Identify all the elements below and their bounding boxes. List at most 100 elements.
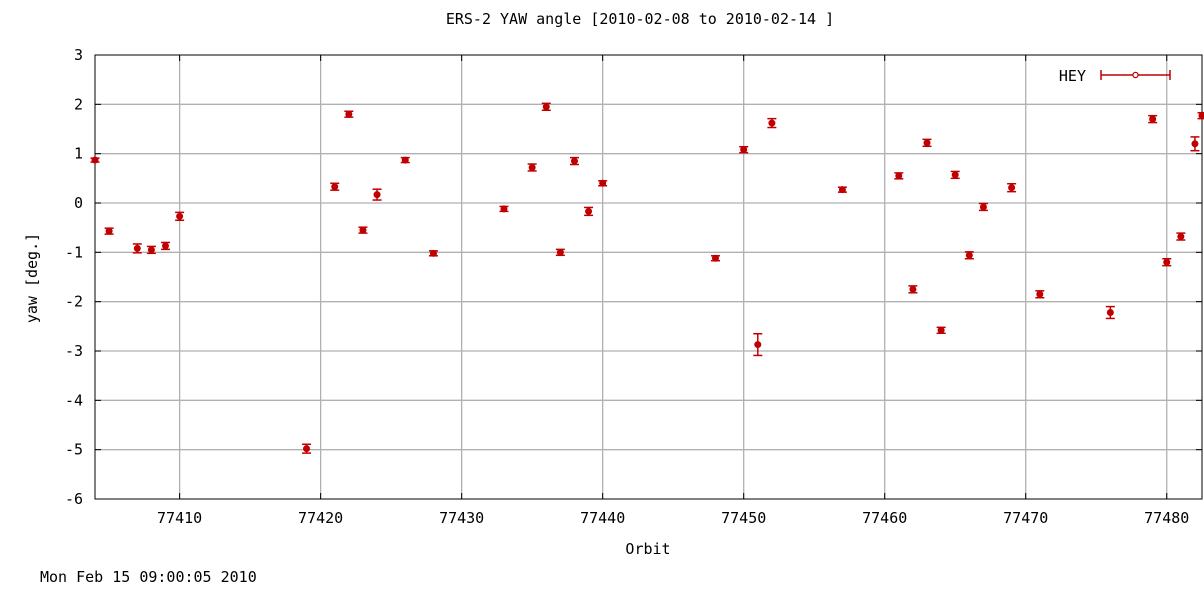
- plot-frame: [94, 54, 1203, 500]
- y-tick-label: -2: [65, 293, 83, 311]
- data-point: [161, 241, 171, 251]
- y-tick-label: -6: [65, 490, 83, 508]
- point-marker: [1198, 112, 1204, 120]
- point-marker: [176, 212, 184, 220]
- data-point: [569, 156, 579, 166]
- x-tick-label: 77410: [157, 509, 202, 527]
- x-tick-label: 77420: [298, 509, 343, 527]
- point-marker: [429, 249, 437, 257]
- point-marker: [133, 244, 141, 252]
- point-marker: [923, 139, 931, 147]
- data-point: [104, 227, 114, 235]
- point-marker: [599, 179, 607, 187]
- point-marker: [1008, 184, 1016, 192]
- point-marker: [162, 242, 170, 250]
- data-point: [978, 202, 988, 212]
- point-marker: [331, 183, 339, 191]
- chart-title: ERS-2 YAW angle [2010-02-08 to 2010-02-1…: [446, 10, 834, 28]
- data-point: [1197, 111, 1204, 120]
- y-tick-label: 0: [74, 194, 83, 212]
- point-marker: [711, 254, 719, 262]
- data-point: [894, 172, 904, 180]
- data-points: [90, 102, 1204, 454]
- y-tick-labels: -6 -5 -4 -3 -2 -1 0 1 2 3: [65, 46, 83, 508]
- data-point: [1190, 136, 1200, 152]
- point-marker: [585, 207, 593, 215]
- point-marker: [937, 326, 945, 334]
- data-point: [950, 170, 960, 180]
- point-marker: [105, 227, 113, 235]
- point-marker: [838, 186, 846, 194]
- data-point: [753, 332, 763, 357]
- x-axis-label: Orbit: [625, 540, 670, 558]
- point-marker: [895, 172, 903, 180]
- point-marker: [570, 157, 578, 165]
- y-axis-label: yaw [deg.]: [23, 233, 41, 323]
- point-marker: [147, 246, 155, 254]
- point-marker: [359, 226, 367, 234]
- axis-ticks: [95, 54, 1202, 500]
- data-point: [372, 188, 382, 201]
- point-marker: [1177, 233, 1185, 241]
- data-point: [936, 326, 946, 334]
- point-marker: [979, 203, 987, 211]
- x-tick-label: 77470: [1003, 509, 1048, 527]
- point-marker: [1191, 140, 1199, 148]
- y-tick-label: 3: [74, 46, 83, 64]
- data-point: [1105, 305, 1115, 320]
- data-point: [330, 182, 340, 191]
- data-point: [922, 138, 932, 148]
- point-marker: [542, 103, 550, 111]
- data-point: [541, 102, 551, 112]
- y-tick-label: -1: [65, 243, 83, 261]
- data-point: [584, 206, 594, 217]
- legend: HEY: [1059, 67, 1171, 85]
- point-marker: [556, 248, 564, 256]
- point-marker: [965, 251, 973, 259]
- y-tick-label: 2: [74, 95, 83, 113]
- data-point: [1162, 257, 1172, 267]
- data-point: [527, 163, 537, 172]
- legend-label-hey: HEY: [1059, 67, 1086, 85]
- data-point: [499, 205, 509, 213]
- point-marker: [740, 146, 748, 154]
- data-point: [90, 156, 100, 164]
- point-marker: [303, 445, 311, 453]
- data-point: [358, 226, 368, 234]
- point-marker: [754, 341, 762, 349]
- point-marker: [1106, 309, 1114, 317]
- timestamp: Mon Feb 15 09:00:05 2010: [40, 568, 257, 586]
- data-point: [302, 443, 312, 454]
- y-tick-label: -3: [65, 342, 83, 360]
- y-tick-label: 1: [74, 145, 83, 163]
- data-point: [1176, 232, 1186, 241]
- y-tick-label: -4: [65, 391, 83, 409]
- x-tick-label: 77440: [580, 509, 625, 527]
- data-point: [175, 211, 185, 222]
- data-point: [555, 248, 565, 257]
- data-point: [146, 245, 156, 255]
- data-point: [739, 146, 749, 154]
- x-tick-label: 77460: [862, 509, 907, 527]
- data-point: [400, 156, 410, 164]
- x-tick-labels: 77410 77420 77430 77440 77450 77460 77470 77480: [157, 509, 1189, 527]
- data-point: [1035, 290, 1045, 299]
- point-marker: [1036, 290, 1044, 298]
- point-marker: [951, 171, 959, 179]
- data-point: [837, 186, 847, 194]
- point-marker: [500, 205, 508, 213]
- x-tick-label: 77430: [439, 509, 484, 527]
- data-point: [1148, 114, 1158, 124]
- point-marker: [345, 110, 353, 118]
- data-point: [964, 251, 974, 260]
- point-marker: [909, 285, 917, 293]
- y-tick-label: -5: [65, 441, 83, 459]
- point-marker: [528, 163, 536, 171]
- data-point: [1007, 183, 1017, 193]
- data-point: [908, 285, 918, 294]
- point-marker: [1149, 115, 1157, 123]
- data-point: [428, 249, 438, 257]
- x-tick-label: 77450: [721, 509, 766, 527]
